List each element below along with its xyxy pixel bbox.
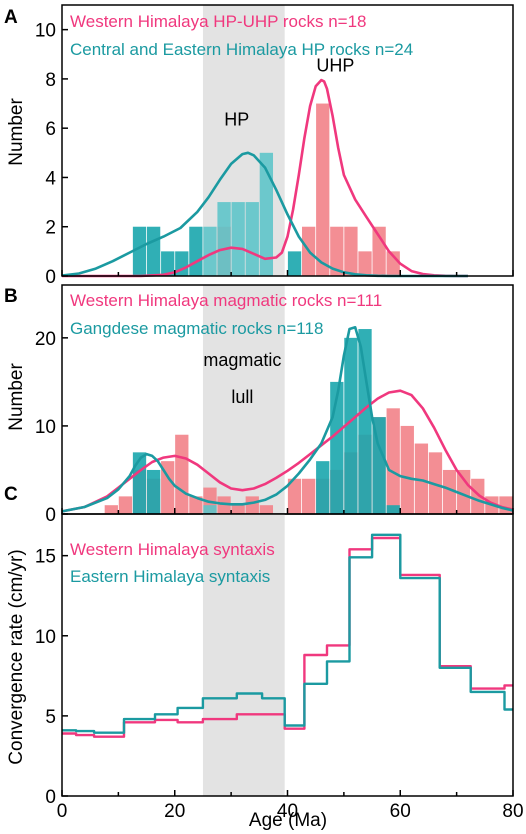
bar-western bbox=[231, 505, 245, 514]
panel-a: A Number HP UHP Western Himalaya HP-UHP r… bbox=[4, 4, 514, 288]
y-tick-label: 20 bbox=[35, 329, 56, 350]
bar-western bbox=[245, 496, 259, 514]
bar-western bbox=[175, 434, 189, 514]
y-tick-label: 10 bbox=[35, 417, 56, 438]
lull-band bbox=[202, 514, 285, 796]
bar-central bbox=[132, 226, 147, 276]
bar-central bbox=[386, 505, 400, 514]
bar-central bbox=[146, 226, 161, 276]
legend-central: Central and Eastern Himalaya HP rocks n=… bbox=[70, 40, 413, 59]
legend-western: Western Himalaya syntaxis bbox=[70, 540, 275, 559]
line-western bbox=[62, 78, 468, 278]
bar-central bbox=[344, 337, 358, 514]
bar-central bbox=[217, 202, 231, 276]
panel-label: C bbox=[4, 484, 18, 505]
bar-western bbox=[386, 408, 400, 514]
panel-b: B Number magmatic lull Western Himalaya m… bbox=[4, 284, 514, 526]
y-tick-label: 10 bbox=[35, 627, 56, 648]
line-central bbox=[61, 326, 514, 513]
x-tick-label: 40 bbox=[277, 801, 298, 822]
bar-central bbox=[231, 202, 245, 276]
legend-central: Gangdese magmatic rocks n=118 bbox=[70, 319, 323, 338]
y-tick-label: 10 bbox=[35, 21, 56, 42]
bar-central bbox=[146, 469, 161, 514]
bar-western bbox=[400, 425, 414, 514]
bar-western bbox=[344, 226, 358, 276]
y-tick-label: 0 bbox=[45, 505, 56, 526]
y-tick-label: 8 bbox=[45, 70, 56, 91]
bar-central bbox=[161, 251, 175, 276]
bar-central bbox=[372, 417, 386, 514]
bar-western bbox=[217, 496, 231, 514]
bar-western bbox=[189, 496, 203, 514]
annotation: magmatic bbox=[203, 350, 281, 370]
y-tick-label: 0 bbox=[45, 787, 56, 808]
bar-central bbox=[203, 505, 217, 514]
bar-western bbox=[259, 505, 274, 514]
annotation: HP bbox=[224, 110, 249, 130]
legend-western: Western Himalaya magmatic rocks n=111 bbox=[70, 291, 382, 310]
y-tick-label: 6 bbox=[45, 119, 56, 140]
y-axis-label: Number bbox=[6, 363, 27, 431]
bar-western bbox=[442, 469, 457, 514]
bar-western bbox=[316, 103, 330, 276]
bar-central bbox=[358, 329, 372, 514]
bar-western bbox=[358, 251, 372, 276]
legend-central: Eastern Himalaya syntaxis bbox=[70, 567, 270, 586]
annotation: lull bbox=[231, 387, 253, 407]
panel-label: A bbox=[4, 7, 18, 28]
y-tick-label: 5 bbox=[45, 707, 56, 728]
lull-band bbox=[202, 285, 285, 514]
bar-central bbox=[189, 226, 203, 276]
legend-western: Western Himalaya HP-UHP rocks n=18 bbox=[70, 12, 367, 31]
bar-western bbox=[301, 478, 316, 514]
y-tick-label: 2 bbox=[45, 218, 56, 239]
x-tick-label: 20 bbox=[164, 801, 185, 822]
bar-central bbox=[259, 152, 274, 276]
bar-western bbox=[499, 496, 513, 514]
line-central bbox=[62, 533, 513, 734]
bar-central bbox=[203, 226, 217, 276]
y-axis-label: Number bbox=[6, 98, 27, 166]
x-tick-label: 0 bbox=[57, 801, 68, 822]
x-tick-label: 80 bbox=[502, 801, 523, 822]
panel-c: C Convergence rate (cm/yr) Western Himal… bbox=[4, 484, 524, 831]
bar-western bbox=[287, 478, 302, 514]
y-axis-label: Convergence rate (cm/yr) bbox=[6, 549, 27, 764]
y-tick-label: 4 bbox=[45, 168, 56, 189]
panel-label: B bbox=[4, 286, 18, 307]
bar-western bbox=[414, 443, 429, 514]
x-tick-label: 60 bbox=[390, 801, 411, 822]
bar-western bbox=[386, 251, 400, 276]
y-tick-label: 15 bbox=[35, 547, 56, 568]
bar-western bbox=[330, 226, 344, 276]
bar-central bbox=[245, 202, 259, 276]
x-axis-label: Age (Ma) bbox=[249, 810, 327, 831]
bar-western bbox=[471, 478, 485, 514]
bar-central bbox=[316, 461, 330, 514]
y-tick-label: 0 bbox=[45, 267, 56, 288]
bar-western bbox=[457, 469, 471, 514]
bar-central bbox=[287, 251, 302, 276]
bar-western bbox=[161, 461, 175, 514]
annotation: UHP bbox=[316, 56, 354, 76]
bar-western bbox=[118, 496, 133, 514]
bar-western bbox=[104, 505, 118, 514]
